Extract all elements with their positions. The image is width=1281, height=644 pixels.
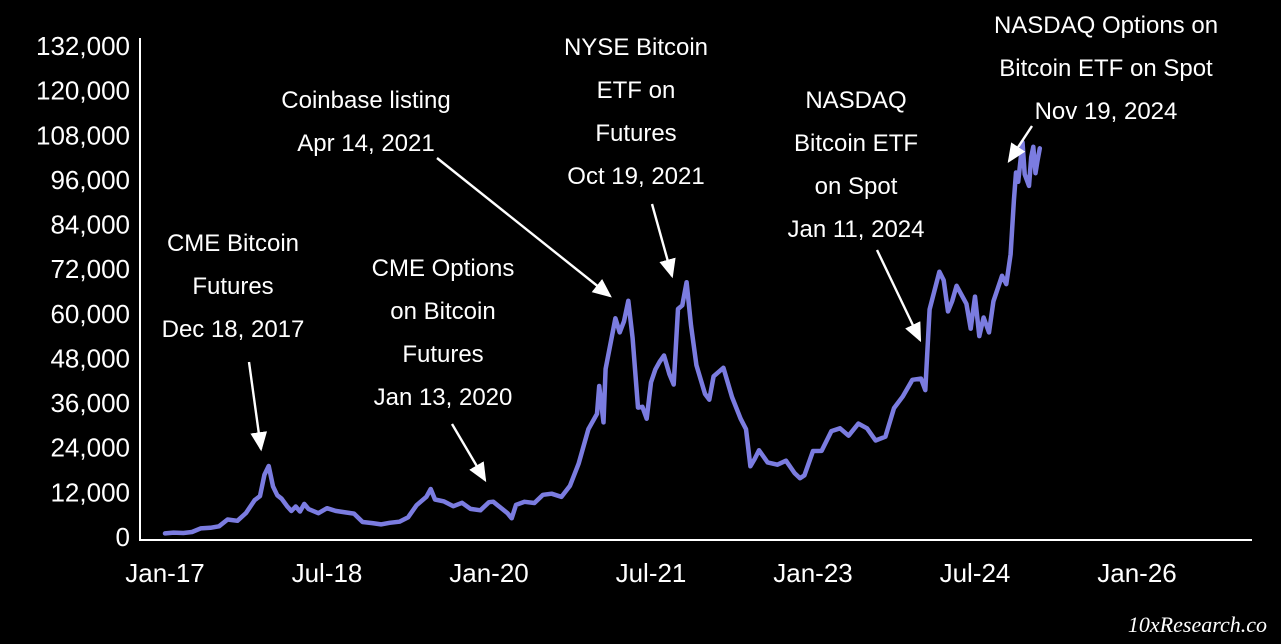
y-axis-tick-label: 48,000 (50, 343, 130, 373)
annotation-line: Nov 19, 2024 (1034, 98, 1178, 125)
annotation-line: NASDAQ Options on (993, 12, 1219, 39)
annotation-line: CME Options (371, 255, 515, 282)
annotation-line: on Spot (814, 173, 898, 200)
annotation-arrow-cme-options-on-bitcoin-futures (450, 423, 487, 483)
annotation-coinbase-listing: Coinbase listing Apr 14, 2021 (281, 79, 450, 165)
price-line (162, 140, 1043, 536)
annotation-arrow-cme-bitcoin-futures (247, 361, 268, 452)
annotation-line: Bitcoin ETF on Spot (999, 55, 1213, 82)
annotation-arrow-nasdaq-bitcoin-etf-on-spot (875, 249, 922, 343)
annotation-arrow-coinbase-listing (436, 157, 612, 298)
y-axis-tick-label: 96,000 (50, 165, 130, 195)
x-axis-tick-label: Jul-24 (940, 558, 1011, 588)
y-axis-tick-label: 120,000 (36, 76, 130, 106)
y-axis-tick-label: 108,000 (36, 120, 130, 150)
y-axis-tick-label: 72,000 (50, 254, 130, 284)
annotation-line: Apr 14, 2021 (297, 130, 435, 157)
x-axis-tick-label: Jan-17 (125, 558, 205, 588)
x-axis-tick-label: Jul-21 (616, 558, 687, 588)
x-axis-tick-label: Jul-18 (292, 558, 363, 588)
axes (139, 38, 1252, 541)
annotation-line: Futures (402, 341, 484, 368)
y-axis-tick-label: 24,000 (50, 433, 130, 463)
y-axis-tick-label: 0 (116, 522, 130, 552)
x-axis-tick-label: Jan-23 (773, 558, 853, 588)
y-axis-tick-label: 12,000 (50, 477, 130, 507)
y-axis-tick-label: 60,000 (50, 299, 130, 329)
annotation-line: CME Bitcoin (166, 230, 300, 257)
annotation-line: Jan 11, 2024 (787, 216, 925, 243)
annotation-line: Bitcoin ETF (793, 130, 919, 157)
annotation-line: Coinbase listing (281, 87, 451, 114)
x-axis-tick-label: Jan-20 (449, 558, 529, 588)
x-axis-tick-label: Jan-26 (1097, 558, 1177, 588)
annotation-line: NYSE Bitcoin (563, 34, 709, 61)
annotation-line: Jan 13, 2020 (373, 384, 513, 411)
annotation-nasdaq-bitcoin-etf-on-spot: NASDAQ Bitcoin ETF on Spot Jan 11, 2024 (787, 79, 924, 251)
watermark: 10xResearch.co (1127, 612, 1267, 637)
y-axis-tick-label: 132,000 (36, 31, 130, 61)
annotation-line: Futures (192, 273, 274, 300)
annotation-line: Futures (595, 120, 677, 147)
annotation-arrow-nasdaq-options-on-bitcoin-etf-on-spot (1007, 125, 1034, 164)
annotation-nyse-bitcoin-etf-on-futures: NYSE Bitcoin ETF on Futures Oct 19, 2021 (564, 26, 708, 198)
y-axis-tick-label: 84,000 (50, 210, 130, 240)
y-axis-tick-label: 36,000 (50, 388, 130, 418)
annotation-cme-options-on-bitcoin-futures: CME Options on Bitcoin Futures Jan 13, 2020 (372, 247, 515, 419)
annotation-nasdaq-options-on-bitcoin-etf-on-spot: NASDAQ Options on Bitcoin ETF on Spot Nov … (994, 4, 1218, 133)
annotation-line: Dec 18, 2017 (161, 316, 305, 343)
annotation-line: ETF on (596, 77, 676, 104)
annotation-cme-bitcoin-futures: CME Bitcoin Futures Dec 18, 2017 (162, 222, 305, 351)
annotation-line: NASDAQ (805, 87, 907, 114)
annotation-line: on Bitcoin (390, 298, 496, 325)
annotation-line: Oct 19, 2021 (567, 163, 705, 190)
annotation-arrow-nyse-bitcoin-etf-on-futures (650, 203, 676, 279)
